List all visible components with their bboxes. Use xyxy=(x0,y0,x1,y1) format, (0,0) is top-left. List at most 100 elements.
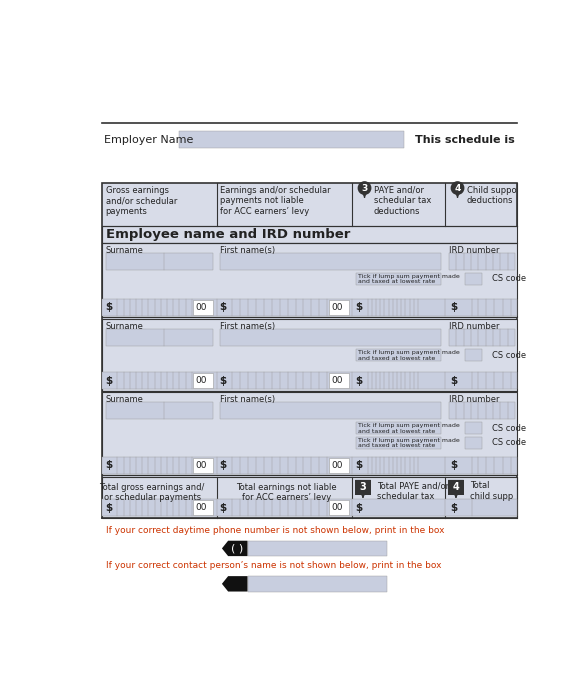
Bar xyxy=(329,300,349,315)
Text: 00: 00 xyxy=(331,376,343,385)
Text: Earnings and/or schedular
payments not liable
for ACC earners’ levy: Earnings and/or schedular payments not l… xyxy=(221,186,331,215)
Text: 00: 00 xyxy=(331,503,343,512)
Text: 3: 3 xyxy=(360,482,366,492)
Bar xyxy=(449,329,515,346)
Bar xyxy=(449,402,515,419)
Text: $: $ xyxy=(219,376,227,385)
Text: $: $ xyxy=(450,376,457,385)
Text: IRD number: IRD number xyxy=(449,246,500,255)
Bar xyxy=(329,458,349,473)
Polygon shape xyxy=(222,576,247,592)
Text: This schedule is: This schedule is xyxy=(415,135,515,144)
Bar xyxy=(102,226,517,243)
Text: Total
child supp: Total child supp xyxy=(470,482,513,501)
Text: CS code: CS code xyxy=(491,275,526,283)
Bar xyxy=(102,182,517,517)
Polygon shape xyxy=(355,480,371,495)
Text: $: $ xyxy=(450,303,457,312)
Bar xyxy=(106,329,212,346)
Bar xyxy=(449,252,515,270)
Text: $: $ xyxy=(355,303,363,312)
Bar xyxy=(356,437,441,449)
Bar xyxy=(102,243,517,317)
Text: $: $ xyxy=(355,503,363,513)
Bar xyxy=(221,402,441,419)
Text: $: $ xyxy=(355,460,363,471)
Bar xyxy=(102,392,517,475)
Text: CS code: CS code xyxy=(491,424,526,433)
Bar xyxy=(464,422,481,434)
Bar xyxy=(221,252,441,270)
Text: 00: 00 xyxy=(195,303,207,312)
Bar xyxy=(102,457,517,474)
Bar xyxy=(329,500,349,515)
Bar xyxy=(102,129,517,150)
Bar xyxy=(102,319,517,391)
Text: $: $ xyxy=(450,460,457,471)
Text: Employee name and IRD number: Employee name and IRD number xyxy=(106,228,350,241)
Bar xyxy=(247,541,387,556)
Bar xyxy=(464,272,481,285)
Text: 00: 00 xyxy=(195,376,207,385)
Text: CS code: CS code xyxy=(491,438,526,447)
Polygon shape xyxy=(448,480,464,495)
Text: $: $ xyxy=(450,503,457,513)
Text: If your correct contact person’s name is not shown below, print in the box: If your correct contact person’s name is… xyxy=(106,561,441,570)
Text: First name(s): First name(s) xyxy=(221,246,276,255)
Text: $: $ xyxy=(219,460,227,471)
Bar xyxy=(193,500,214,515)
Bar xyxy=(102,372,517,389)
Text: Surname: Surname xyxy=(106,246,143,255)
Bar xyxy=(356,349,441,361)
Bar xyxy=(106,402,212,419)
Bar xyxy=(356,272,441,285)
Text: Total earnings not liable
for ACC earners’ levy: Total earnings not liable for ACC earner… xyxy=(236,483,336,502)
Bar xyxy=(102,499,517,516)
Bar xyxy=(355,480,371,495)
Text: First name(s): First name(s) xyxy=(221,395,276,404)
Text: $: $ xyxy=(105,460,112,471)
Bar xyxy=(221,329,441,346)
Bar xyxy=(356,422,441,434)
Text: Tick if lump sum payment made
and taxed at lowest rate: Tick if lump sum payment made and taxed … xyxy=(359,438,460,449)
Bar xyxy=(329,373,349,388)
Text: IRD number: IRD number xyxy=(449,395,500,404)
Bar xyxy=(193,373,214,388)
Bar xyxy=(102,299,517,316)
Text: PAYE and/or
schedular tax
deductions: PAYE and/or schedular tax deductions xyxy=(374,186,431,215)
Text: 4: 4 xyxy=(453,482,459,492)
Text: $: $ xyxy=(105,503,112,513)
Text: $: $ xyxy=(105,376,112,385)
Bar xyxy=(464,437,481,449)
Text: Total gross earnings and/
or schedular payments: Total gross earnings and/ or schedular p… xyxy=(99,483,205,502)
Text: 00: 00 xyxy=(195,503,207,512)
Text: Gross earnings
and/or schedular
payments: Gross earnings and/or schedular payments xyxy=(106,186,177,215)
Bar xyxy=(179,131,404,148)
Bar xyxy=(102,477,517,517)
Text: ( ): ( ) xyxy=(231,544,243,553)
Text: $: $ xyxy=(355,376,363,385)
Bar xyxy=(464,349,481,361)
Bar xyxy=(448,480,464,495)
Text: Employer Name: Employer Name xyxy=(104,135,194,144)
Bar xyxy=(193,458,214,473)
Text: Tick if lump sum payment made
and taxed at lowest rate: Tick if lump sum payment made and taxed … xyxy=(359,423,460,433)
Text: 00: 00 xyxy=(331,303,343,312)
Text: 4: 4 xyxy=(455,184,461,193)
Polygon shape xyxy=(222,541,247,556)
Text: Total PAYE and/or
schedular tax: Total PAYE and/or schedular tax xyxy=(377,482,449,501)
Text: First name(s): First name(s) xyxy=(221,322,276,331)
Text: Tick if lump sum payment made
and taxed at lowest rate: Tick if lump sum payment made and taxed … xyxy=(359,350,460,361)
Text: IRD number: IRD number xyxy=(449,322,500,331)
Text: $: $ xyxy=(219,303,227,312)
Text: 00: 00 xyxy=(195,461,207,470)
Text: $: $ xyxy=(105,303,112,312)
Text: CS code: CS code xyxy=(491,351,526,360)
Text: Surname: Surname xyxy=(106,395,143,404)
Circle shape xyxy=(359,182,371,194)
Bar xyxy=(193,300,214,315)
Circle shape xyxy=(451,182,464,194)
Text: Tick if lump sum payment made
and taxed at lowest rate: Tick if lump sum payment made and taxed … xyxy=(359,274,460,284)
Text: 00: 00 xyxy=(331,461,343,470)
Text: 3: 3 xyxy=(362,184,367,193)
